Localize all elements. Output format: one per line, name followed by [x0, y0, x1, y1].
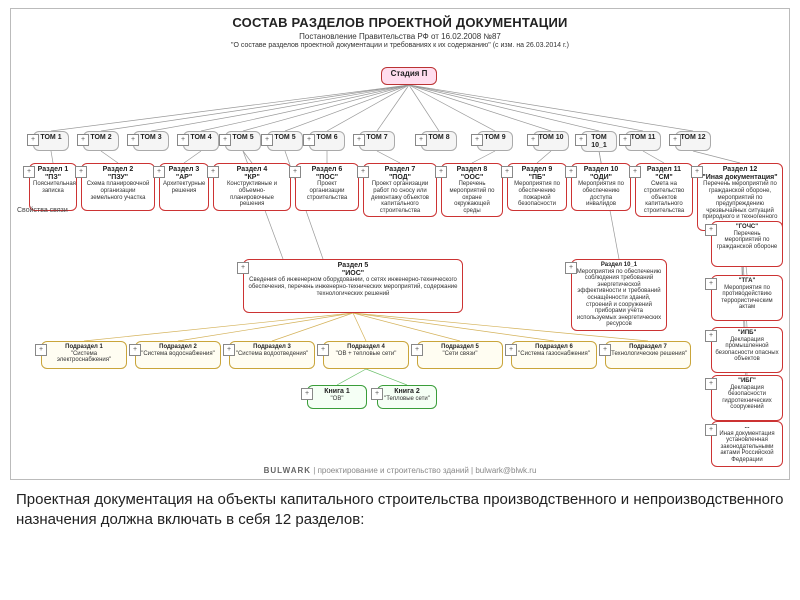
expand-icon[interactable]: +: [35, 344, 47, 356]
subsection-node: +Подраздел 4"ОВ + тепловые сети": [323, 341, 409, 369]
expand-icon[interactable]: +: [317, 344, 329, 356]
expand-icon[interactable]: +: [75, 166, 87, 178]
expand-icon[interactable]: +: [303, 134, 315, 146]
subsection-node: +Подраздел 6"Система газоснабжения": [511, 341, 597, 369]
tom-node: +ТОМ 1: [33, 131, 69, 151]
expand-icon[interactable]: +: [705, 224, 717, 236]
section-node: +Раздел 10"ОДИ"Мероприятия по обеспечени…: [571, 163, 631, 211]
tom-node: +ТОМ 7: [359, 131, 395, 151]
tom-node: +ТОМ 5: [267, 131, 303, 151]
expand-icon[interactable]: +: [237, 262, 249, 274]
expand-icon[interactable]: +: [669, 134, 681, 146]
section-node: +Раздел 2"ПЗУ"Схема планировочной органи…: [81, 163, 155, 211]
section-node: +Раздел 11"СМ"Смета на строительство объ…: [635, 163, 693, 217]
expand-icon[interactable]: +: [127, 134, 139, 146]
expand-icon[interactable]: +: [705, 278, 717, 290]
expand-icon[interactable]: +: [575, 134, 587, 146]
expand-icon[interactable]: +: [705, 424, 717, 436]
expand-icon[interactable]: +: [289, 166, 301, 178]
tom-node: +ТОМ 9: [477, 131, 513, 151]
expand-icon[interactable]: +: [261, 134, 273, 146]
tom-node: +ТОМ 10: [533, 131, 569, 151]
tom-node: +ТОМ 4: [183, 131, 219, 151]
tom-node: +ТОМ 12: [675, 131, 711, 151]
expand-icon[interactable]: +: [435, 166, 447, 178]
expand-icon[interactable]: +: [177, 134, 189, 146]
footer: BULWARK | проектирование и строительство…: [11, 466, 789, 475]
subsection-node: +Подраздел 7"Технологические решения": [605, 341, 691, 369]
subsection-node: +Подраздел 3"Система водоотведения": [229, 341, 315, 369]
extra-node: +"ГОЧС"Перечень мероприятий по гражданск…: [711, 221, 783, 267]
extra-node: +...Иная документация установленная зако…: [711, 421, 783, 467]
section-node: +Раздел 1"ПЗ"Пояснительная записка: [29, 163, 77, 211]
tom-node: +ТОМ 8: [421, 131, 457, 151]
expand-icon[interactable]: +: [501, 166, 513, 178]
root-node: Стадия П: [381, 67, 437, 85]
expand-icon[interactable]: +: [705, 378, 717, 390]
expand-icon[interactable]: +: [619, 134, 631, 146]
section-node: +Раздел 4"КР"Конструктивные и объемно-пл…: [213, 163, 291, 211]
book-node: +Книга 2"Тепловые сети": [377, 385, 437, 409]
caption-text: Проектная документация на объекты капита…: [16, 490, 784, 529]
expand-icon[interactable]: +: [129, 344, 141, 356]
expand-icon[interactable]: +: [301, 388, 313, 400]
expand-icon[interactable]: +: [357, 166, 369, 178]
expand-icon[interactable]: +: [27, 134, 39, 146]
expand-icon[interactable]: +: [23, 166, 35, 178]
expand-icon[interactable]: +: [565, 166, 577, 178]
extra-node: +"ИБГ"Декларация безопасности гидротехни…: [711, 375, 783, 421]
tom-node: +ТОМ 11: [625, 131, 661, 151]
side-label: Свойства связи: [17, 207, 68, 214]
expand-icon[interactable]: +: [153, 166, 165, 178]
section-node: +Раздел 8"ООС"Перечень мероприятий по ох…: [441, 163, 503, 217]
section-10-1: +Раздел 10_1Мероприятия по обеспечению с…: [571, 259, 667, 331]
section-node: +Раздел 6"ПОС"Проект организации строите…: [295, 163, 359, 211]
section-node: +Раздел 3"АР"Архитектурные решения: [159, 163, 209, 211]
tom-node: +ТОМ 10_1: [581, 131, 617, 152]
tom-node: +ТОМ 6: [309, 131, 345, 151]
expand-icon[interactable]: +: [705, 330, 717, 342]
expand-icon[interactable]: +: [415, 134, 427, 146]
expand-icon[interactable]: +: [411, 344, 423, 356]
expand-icon[interactable]: +: [219, 134, 231, 146]
extra-node: +"ИПБ"Декларация промышленной безопаснос…: [711, 327, 783, 373]
subsection-node: +Подраздел 2"Система водоснабжения": [135, 341, 221, 369]
extra-node: +"ТГА"Мероприятия по противодействию тер…: [711, 275, 783, 321]
tom-node: +ТОМ 5: [225, 131, 261, 151]
expand-icon[interactable]: +: [471, 134, 483, 146]
subsection-node: +Подраздел 5"Сети связи": [417, 341, 503, 369]
expand-icon[interactable]: +: [223, 344, 235, 356]
expand-icon[interactable]: +: [527, 134, 539, 146]
expand-icon[interactable]: +: [505, 344, 517, 356]
expand-icon[interactable]: +: [565, 262, 577, 274]
expand-icon[interactable]: +: [77, 134, 89, 146]
expand-icon[interactable]: +: [599, 344, 611, 356]
tom-node: +ТОМ 2: [83, 131, 119, 151]
subsection-node: +Подраздел 1"Система электроснабжения": [41, 341, 127, 369]
expand-icon[interactable]: +: [353, 134, 365, 146]
expand-icon[interactable]: +: [691, 166, 703, 178]
section-node: +Раздел 9"ПБ"Мероприятия по обеспечению …: [507, 163, 567, 211]
section-node: +Раздел 7"ПОД"Проект организации работ п…: [363, 163, 437, 217]
tom-node: +ТОМ 3: [133, 131, 169, 151]
section-ios: +Раздел 5"ИОС"Сведения об инженерном обо…: [243, 259, 463, 313]
expand-icon[interactable]: +: [207, 166, 219, 178]
expand-icon[interactable]: +: [371, 388, 383, 400]
book-node: +Книга 1"ОВ": [307, 385, 367, 409]
expand-icon[interactable]: +: [629, 166, 641, 178]
